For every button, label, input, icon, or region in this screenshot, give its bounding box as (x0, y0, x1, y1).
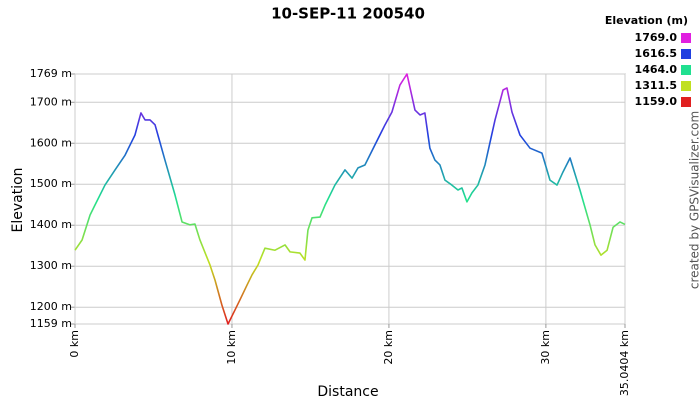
legend-swatch (681, 33, 691, 43)
plot-area (74, 73, 626, 325)
legend-entry: 1616.5 (635, 47, 677, 60)
legend-entry: 1159.0 (635, 95, 678, 108)
x-tick-label: 0 km (68, 330, 81, 358)
legend-swatch (681, 49, 691, 59)
legend-swatch (681, 81, 691, 91)
x-tick-label: 35.0404 km (618, 330, 631, 396)
credit: created by GPSVisualizer.com (688, 111, 700, 289)
y-tick-label: 1769 m (30, 67, 72, 80)
legend-entry: 1769.0 (635, 31, 678, 44)
y-tick-label: 1400 m (30, 218, 72, 231)
legend-swatch (681, 65, 691, 75)
legend-entry: 1311.5 (635, 79, 677, 92)
x-axis-title: Distance (317, 384, 378, 400)
y-tick-label: 1500 m (30, 177, 72, 190)
elevation-line (74, 73, 626, 325)
x-tick-label: 10 km (225, 330, 238, 365)
y-tick-label: 1700 m (30, 95, 72, 108)
y-axis-title: Elevation (10, 167, 26, 232)
x-tick-label: 20 km (382, 330, 395, 365)
chart-title: 10-SEP-11 200540 (271, 5, 425, 23)
y-tick-label: 1600 m (30, 136, 72, 149)
x-tick-label: 30 km (539, 330, 552, 365)
y-tick-label: 1300 m (30, 259, 72, 272)
y-tick-label: 1159 m (30, 317, 72, 330)
legend-entry: 1464.0 (635, 63, 678, 76)
legend-swatch (681, 97, 691, 107)
legend-title: Elevation (m) (605, 14, 688, 27)
y-tick-label: 1200 m (30, 300, 72, 313)
